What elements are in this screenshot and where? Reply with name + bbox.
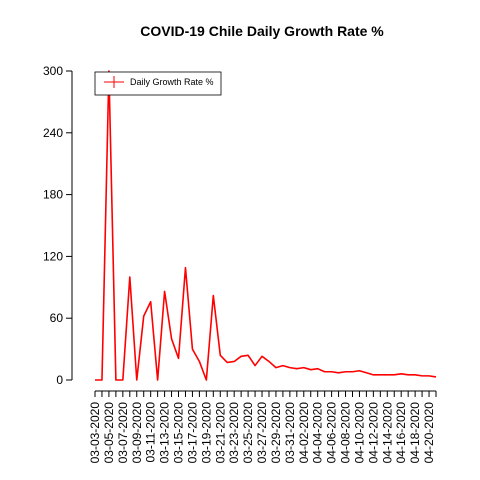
y-tick-label: 180 xyxy=(43,188,63,202)
series-line-0 xyxy=(95,70,437,381)
x-tick-label: 04-10-2020 xyxy=(352,402,366,464)
chart-title: COVID-19 Chile Daily Growth Rate % xyxy=(140,23,384,39)
legend-label: Daily Growth Rate % xyxy=(130,77,214,87)
legend: Daily Growth Rate % xyxy=(94,71,222,96)
x-tick-label: 04-18-2020 xyxy=(408,402,422,464)
x-tick-label: 03-25-2020 xyxy=(241,402,255,464)
x-tick-label: 03-31-2020 xyxy=(283,402,297,464)
y-tick-label: 240 xyxy=(43,126,63,140)
x-tick-label: 03-03-2020 xyxy=(88,402,102,464)
x-tick-label: 04-20-2020 xyxy=(422,402,436,464)
x-tick-label: 03-29-2020 xyxy=(269,402,283,464)
x-tick-label: 03-17-2020 xyxy=(185,402,199,464)
x-tick-label: 04-08-2020 xyxy=(339,402,353,464)
x-tick-label: 04-04-2020 xyxy=(311,402,325,464)
x-tick-label: 03-15-2020 xyxy=(172,402,186,464)
x-tick-label: 03-13-2020 xyxy=(158,402,172,464)
x-tick-label: 04-02-2020 xyxy=(297,402,311,464)
y-tick-label: 60 xyxy=(50,311,64,325)
x-axis: 03-03-2020 03-05-2020 03-07-2020 03-09-2020… xyxy=(88,390,437,464)
x-tick-label: 03-07-2020 xyxy=(116,402,130,464)
x-tick-label: 04-16-2020 xyxy=(394,402,408,464)
series-layer xyxy=(95,70,437,381)
x-tick-label: 03-19-2020 xyxy=(199,402,213,464)
x-tick-label: 04-06-2020 xyxy=(325,402,339,464)
y-axis: 0 60 120 180 240 300 xyxy=(43,64,73,387)
x-tick-label: 03-23-2020 xyxy=(227,402,241,464)
x-tick-label: 04-14-2020 xyxy=(380,402,394,464)
x-tick-label: 03-11-2020 xyxy=(144,402,158,463)
y-tick-label: 300 xyxy=(43,64,63,78)
x-tick-label: 03-09-2020 xyxy=(130,402,144,464)
y-tick-label: 120 xyxy=(43,249,63,263)
x-tick-label: 03-27-2020 xyxy=(255,402,269,464)
x-tick-label: 03-05-2020 xyxy=(102,402,116,464)
x-tick-label: 03-21-2020 xyxy=(213,402,227,464)
y-tick-label: 0 xyxy=(56,373,63,387)
legend-box xyxy=(94,71,222,96)
x-tick-label: 04-12-2020 xyxy=(366,402,380,464)
